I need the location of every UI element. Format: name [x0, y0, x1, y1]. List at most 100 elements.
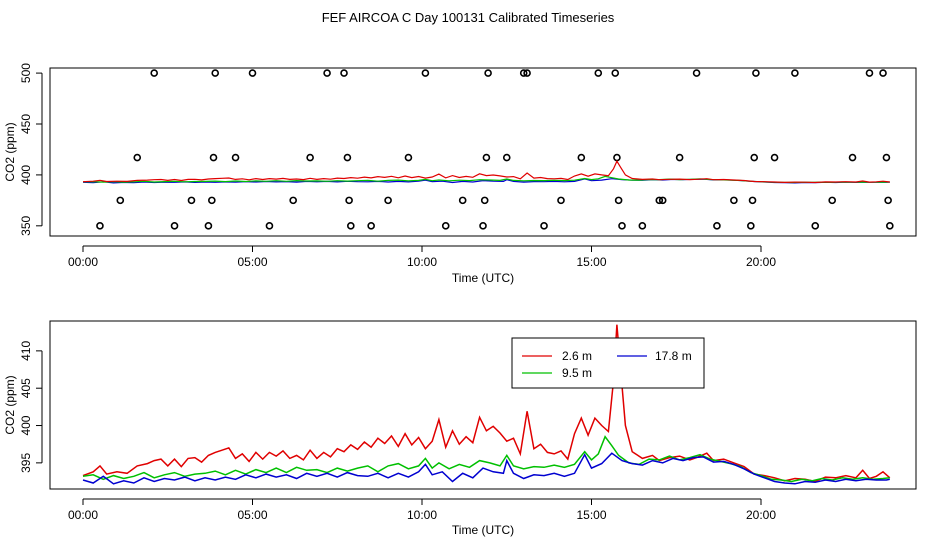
calibration-point [865, 69, 874, 77]
calibration-point [133, 153, 142, 162]
y-tick-label: 400 [19, 165, 33, 185]
x-tick-label: 20:00 [746, 255, 776, 269]
calibration-point [480, 196, 489, 205]
calibration-point [613, 153, 621, 162]
y-tick-label: 500 [19, 63, 33, 83]
calibration-point [384, 196, 392, 205]
calibration-point [713, 222, 721, 230]
series-line-2-6-m [82, 324, 891, 483]
top-y-axis-label: CO2 (ppm) [3, 122, 17, 181]
calibration-point [523, 69, 531, 77]
top-panel-calibration-plot: Time (UTC) CO2 (ppm) 00:00 05:00 10:00 15:0… [3, 63, 917, 285]
calibration-point [747, 222, 755, 230]
calibration-point [577, 153, 586, 162]
x-tick-label: 15:00 [576, 508, 606, 522]
x-tick-label: 00:00 [68, 255, 98, 269]
calibration-point [347, 222, 355, 230]
x-tick-label: 05:00 [237, 255, 267, 269]
calibration-point [343, 153, 352, 162]
bottom-x-axis-label: Time (UTC) [452, 523, 514, 537]
calibration-point [208, 196, 216, 205]
legend-label-9-5m: 9.5 m [562, 366, 592, 380]
x-tick-label: 20:00 [746, 508, 776, 522]
calibration-point [421, 69, 430, 77]
calibration-point [170, 222, 179, 230]
calibration-point [519, 69, 528, 77]
calibration-point [594, 69, 603, 77]
calibration-point [882, 153, 891, 162]
calibration-point [730, 196, 738, 205]
calibration-point [884, 196, 892, 205]
top-y-ticks: 350 400 450 500 [19, 63, 43, 236]
calibration-point [540, 222, 548, 230]
x-tick-label: 10:00 [407, 255, 437, 269]
series-line-17-8-m [82, 452, 890, 485]
calibration-point [748, 196, 757, 205]
legend: 2.6 m 9.5 m 17.8 m [511, 337, 705, 389]
legend-label-17-8m: 17.8 m [655, 349, 692, 363]
calibration-point [502, 153, 511, 162]
calibration-point [638, 222, 647, 230]
top-x-ticks: 00:00 05:00 10:00 15:00 20:00 [68, 245, 776, 269]
calibration-point [828, 196, 836, 205]
calibration-point [655, 196, 664, 205]
top-x-axis-label: Time (UTC) [452, 271, 514, 285]
bottom-y-axis-label: CO2 (ppm) [3, 375, 17, 434]
calibration-point [791, 69, 799, 77]
calibration-point [306, 153, 314, 162]
legend-label-2-6m: 2.6 m [562, 349, 592, 363]
calibration-point [614, 196, 623, 205]
calibration-point [116, 196, 125, 205]
bottom-plot-frame [49, 320, 917, 490]
calibration-point [479, 222, 487, 230]
calibration-point [482, 153, 491, 162]
calibration-point [96, 222, 104, 230]
calibration-point [611, 69, 620, 77]
top-series-line-2-6-m [82, 159, 890, 184]
calibration-point [265, 222, 274, 230]
calibration-points [82, 69, 894, 230]
calibration-point [231, 153, 240, 162]
top-plot-frame [49, 67, 917, 237]
calibration-point [752, 69, 760, 77]
legend-box [511, 337, 705, 389]
calibration-point [879, 69, 887, 77]
calibration-point [811, 222, 820, 230]
calibration-point [484, 69, 492, 77]
calibration-point [675, 153, 684, 162]
calibration-point [367, 222, 375, 230]
calibration-point [404, 153, 413, 162]
timeseries-lines [82, 324, 891, 485]
calibration-point [458, 196, 467, 205]
calibration-point [187, 196, 196, 205]
chart-title: FEF AIRCOA C Day 100131 Calibrated Times… [322, 10, 615, 25]
calibration-point [750, 153, 759, 162]
y-tick-label: 410 [19, 341, 33, 361]
y-tick-label: 405 [19, 378, 33, 398]
bottom-x-ticks: 00:00 05:00 10:00 15:00 20:00 [68, 498, 776, 522]
calibration-point [441, 222, 450, 230]
bottom-y-ticks: 395 400 405 410 [19, 341, 43, 473]
calibration-point [345, 196, 353, 205]
calibration-point [658, 196, 667, 205]
calibration-point [204, 222, 213, 230]
x-tick-label: 00:00 [68, 508, 98, 522]
bottom-panel-timeseries-plot: Time (UTC) CO2 (ppm) 00:00 05:00 10:00 15:0… [3, 320, 917, 537]
calibration-point [289, 196, 297, 205]
calibration-point [692, 69, 701, 77]
x-tick-label: 10:00 [407, 508, 437, 522]
y-tick-label: 450 [19, 114, 33, 134]
x-tick-label: 05:00 [237, 508, 267, 522]
calibration-point [150, 69, 158, 77]
calibration-point [340, 69, 348, 77]
calibration-point [211, 69, 220, 77]
y-tick-label: 395 [19, 453, 33, 473]
calibration-point [618, 222, 626, 230]
calibration-point [323, 69, 331, 77]
calibration-point [848, 153, 857, 162]
y-tick-label: 350 [19, 215, 33, 235]
calibration-point [209, 153, 218, 162]
y-tick-label: 400 [19, 415, 33, 435]
calibration-point [557, 196, 565, 205]
